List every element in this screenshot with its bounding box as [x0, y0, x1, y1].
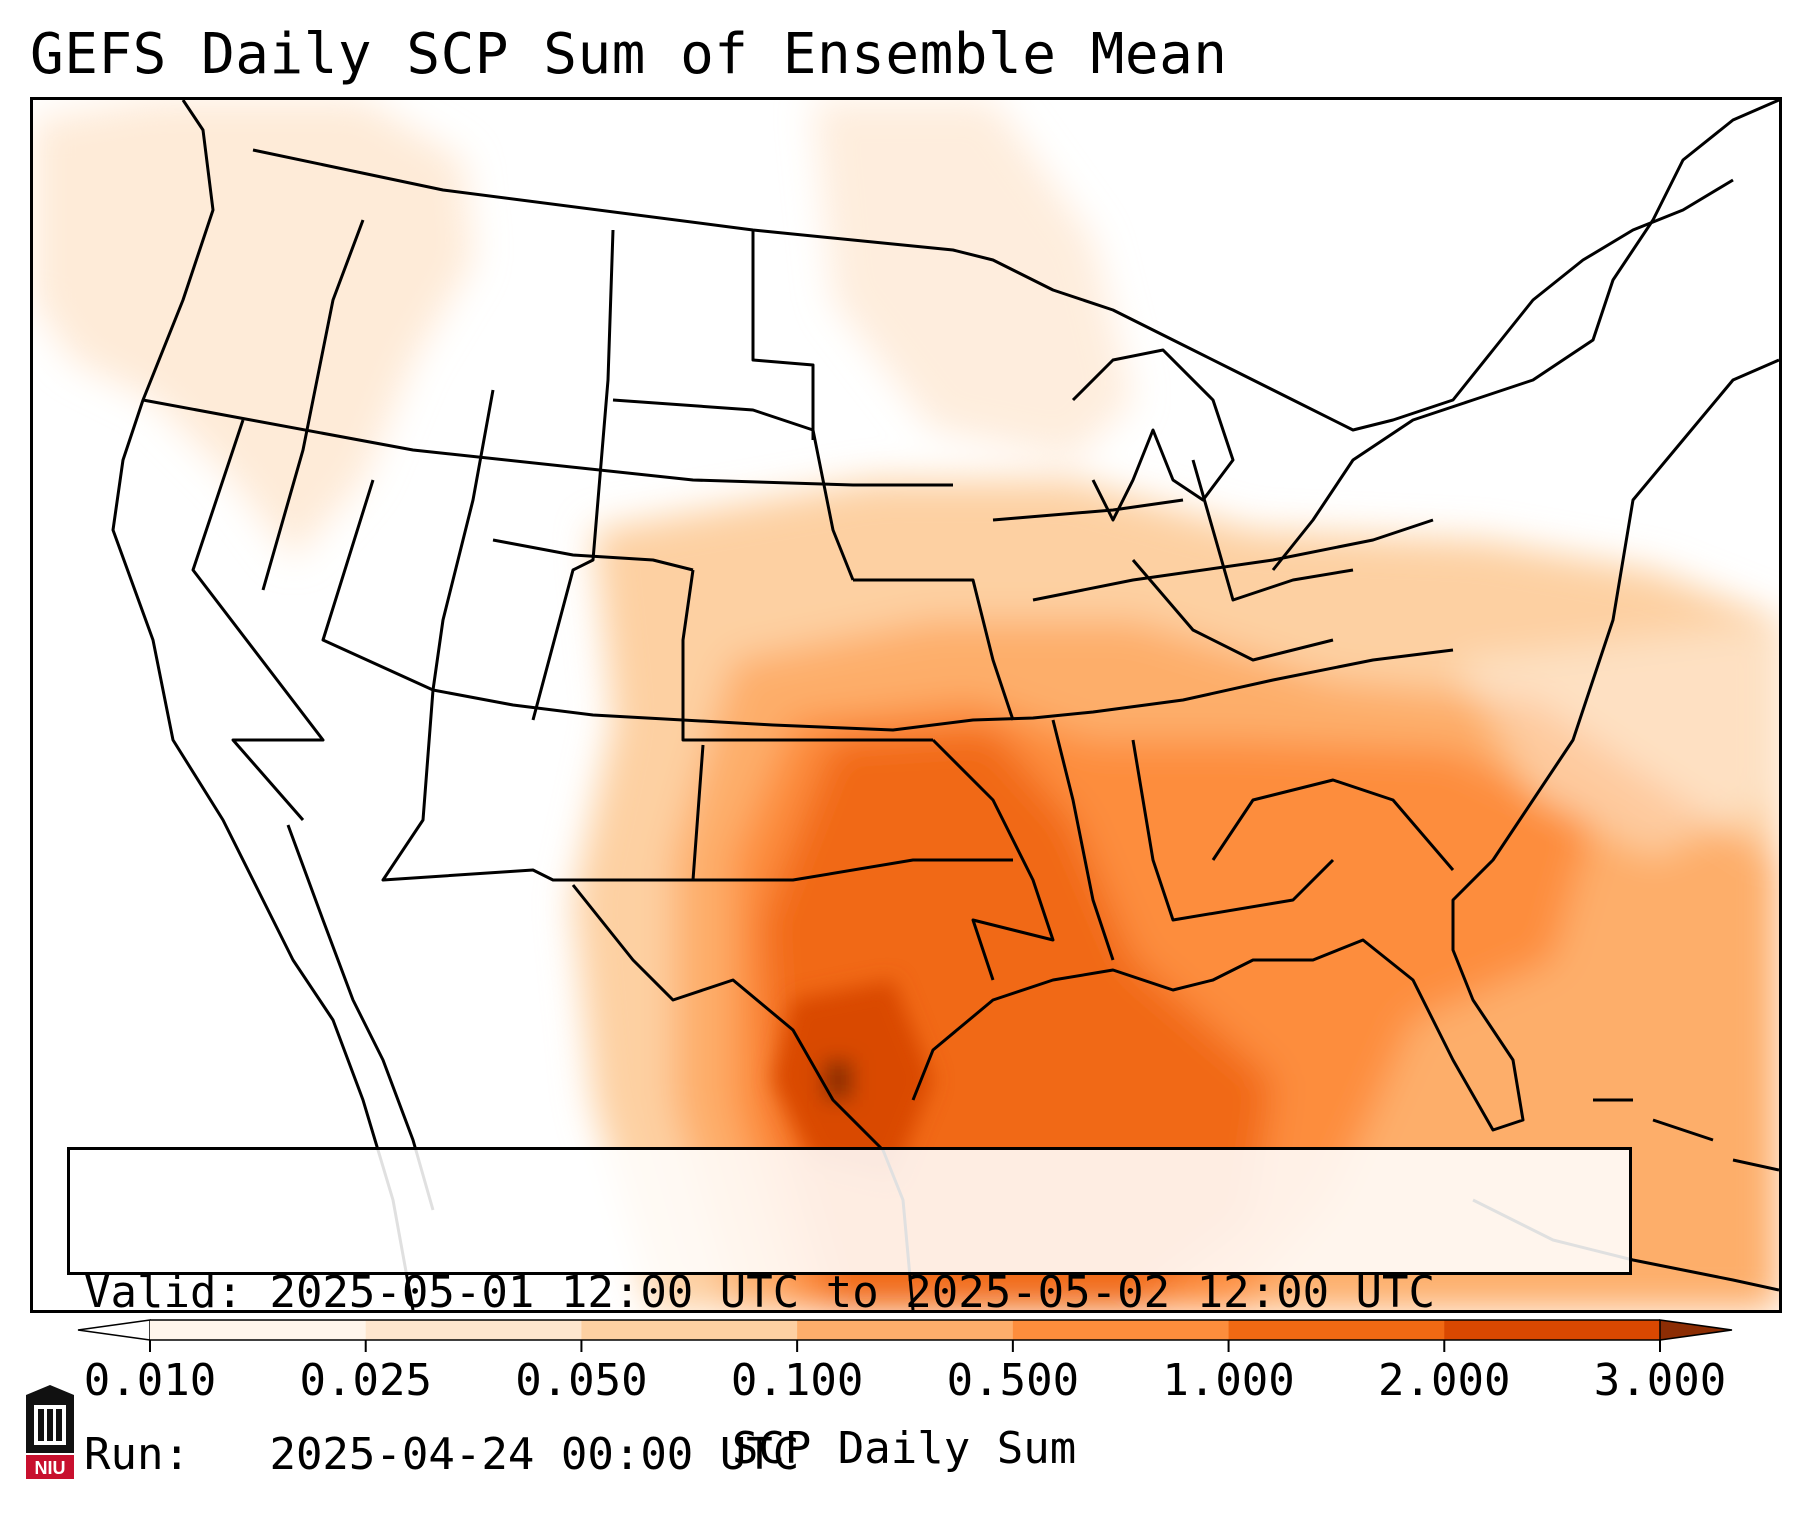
niu-logo: NIU — [26, 1385, 74, 1479]
colorbar — [77, 1319, 1733, 1352]
run-label: Run: — [84, 1429, 190, 1480]
valid-value: 2025-05-01 12:00 UTC to 2025-05-02 12:00… — [269, 1267, 1436, 1318]
colorbar-tick-label: 1.000 — [1162, 1355, 1295, 1406]
colorbar-segment — [365, 1320, 582, 1340]
valid-label: Valid: — [84, 1267, 243, 1318]
colorbar-segments — [77, 1319, 1733, 1341]
colorbar-segment — [1228, 1320, 1445, 1340]
scp-map — [33, 100, 1779, 1310]
colorbar-tick-label: 0.050 — [515, 1355, 648, 1406]
map-title: GEFS Daily SCP Sum of Ensemble Mean — [30, 22, 1228, 87]
colorbar-tick-label: 0.100 — [730, 1355, 864, 1406]
colorbar-tick-label: 2.000 — [1378, 1355, 1511, 1406]
colorbar-segment — [150, 1320, 367, 1340]
colorbar-outline — [150, 1319, 1660, 1341]
map-panel — [30, 97, 1782, 1313]
colorbar-segment — [797, 1320, 1014, 1340]
run-value: 2025-04-24 00:00 UTC — [269, 1429, 800, 1480]
colorbar-label: SCP Daily Sum — [731, 1423, 1077, 1474]
logo-text: NIU — [35, 1458, 66, 1478]
valid-run-info-box: Valid: 2025-05-01 12:00 UTC to 2025-05-0… — [67, 1147, 1632, 1480]
run-time-row: Run: 2025-04-24 00:00 UTC — [84, 1428, 1615, 1482]
colorbar-tick-label: 0.500 — [946, 1355, 1080, 1406]
colorbar-tick-label: 0.025 — [299, 1355, 432, 1406]
valid-time-row: Valid: 2025-05-01 12:00 UTC to 2025-05-0… — [84, 1266, 1615, 1320]
colorbar-tick-label: 0.010 — [83, 1355, 217, 1406]
colorbar-tick-label: 3.000 — [1593, 1355, 1727, 1406]
colorbar-segment — [1012, 1320, 1230, 1340]
boundary-lines — [111, 100, 1779, 1310]
colorbar-extend-low — [77, 1319, 151, 1341]
colorbar-segment — [1444, 1320, 1661, 1340]
colorbar-tick-marks — [149, 1340, 1661, 1352]
colorbar-segment — [581, 1320, 798, 1340]
colorbar-extend-high — [1659, 1319, 1733, 1341]
